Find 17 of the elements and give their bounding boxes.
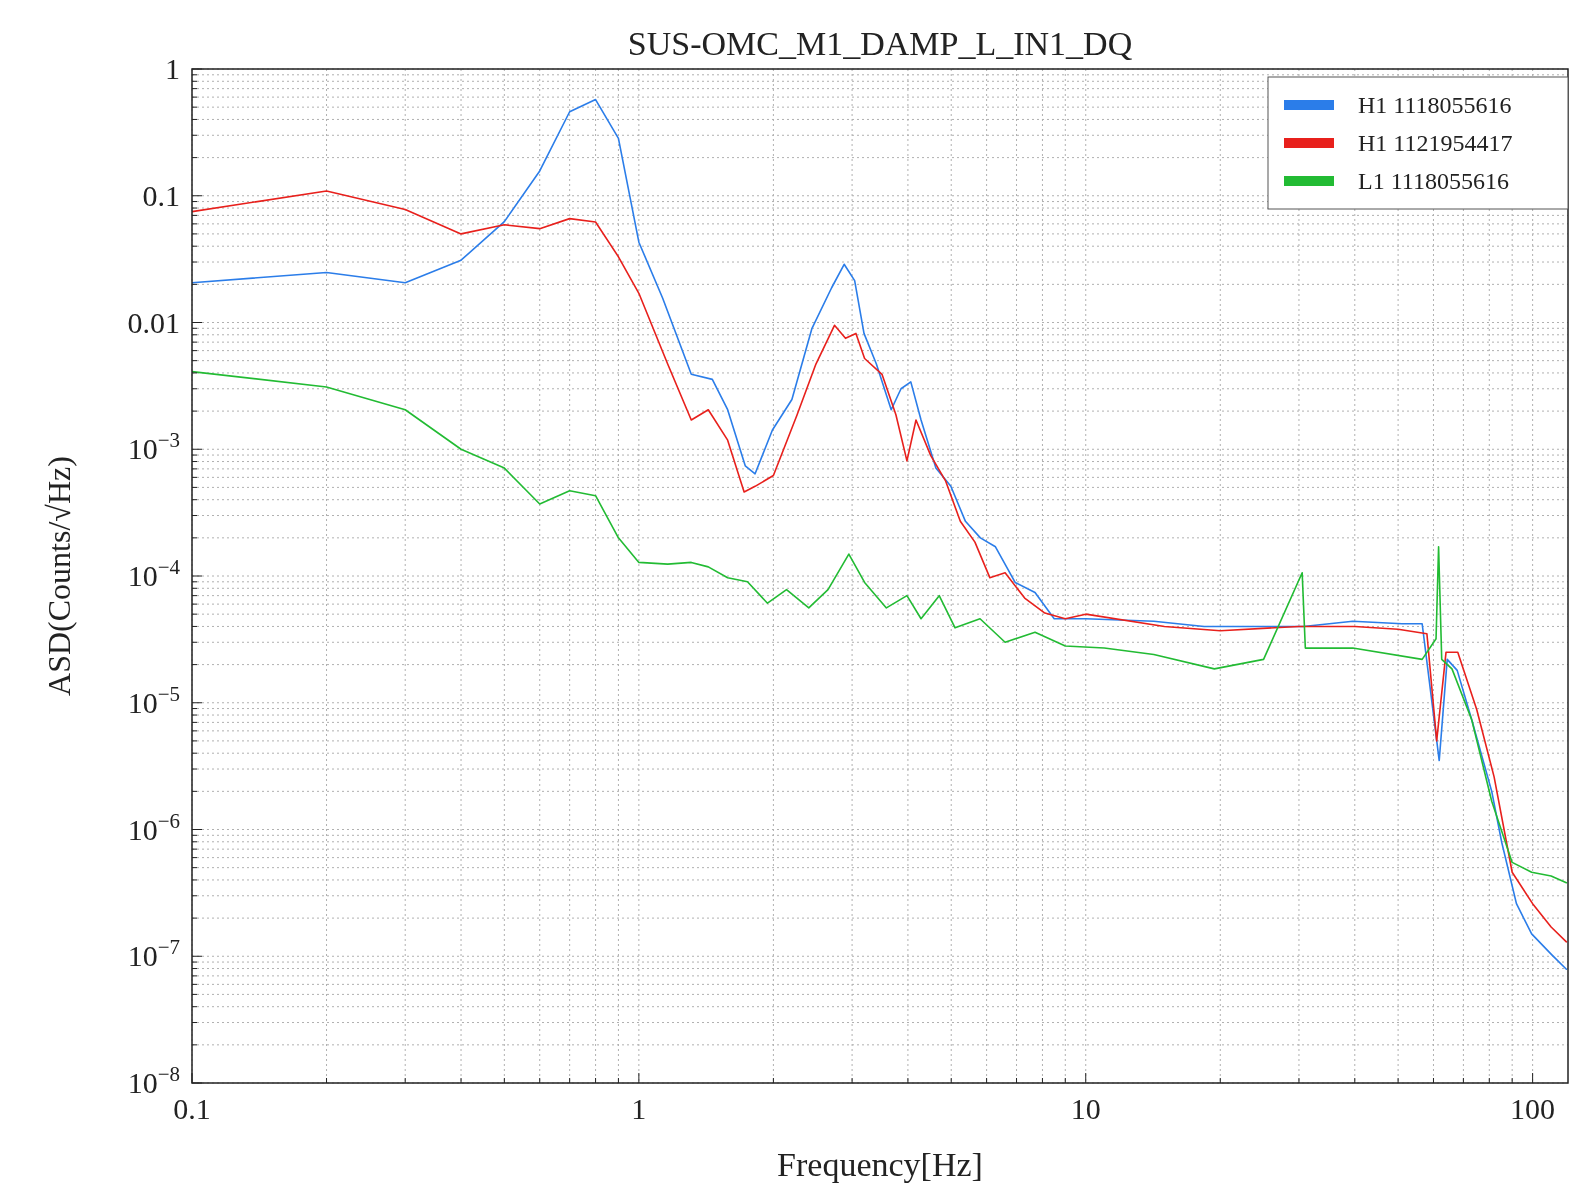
y-tick-label: 10$^{−7}$ bbox=[127, 935, 180, 973]
y-axis-title: ASD(Counts/√Hz) bbox=[41, 456, 77, 696]
x-axis-title: Frequency[Hz] bbox=[777, 1146, 983, 1183]
y-tick-label: 10$^{−6}$ bbox=[127, 808, 180, 846]
x-tick-label: 1 bbox=[631, 1092, 647, 1125]
chart-title: SUS-OMC_M1_DAMP_L_IN1_DQ bbox=[627, 25, 1133, 62]
y-tick-label: 10$^{−3}$ bbox=[127, 428, 180, 466]
y-tick-label: 0.1 bbox=[142, 178, 180, 212]
x-tick-label: 100 bbox=[1510, 1092, 1556, 1125]
y-tick-label: 0.01 bbox=[127, 305, 180, 339]
legend-label: H1 1118055616 bbox=[1358, 92, 1512, 118]
y-tick-label: 1 bbox=[165, 52, 180, 85]
y-tick-label: 10$^{−5}$ bbox=[127, 681, 180, 719]
x-tick-label: 10 bbox=[1070, 1092, 1101, 1125]
legend-label: H1 1121954417 bbox=[1358, 130, 1513, 156]
y-tick-label: 10$^{−4}$ bbox=[127, 555, 181, 592]
legend-label: L1 1118055616 bbox=[1358, 168, 1509, 194]
